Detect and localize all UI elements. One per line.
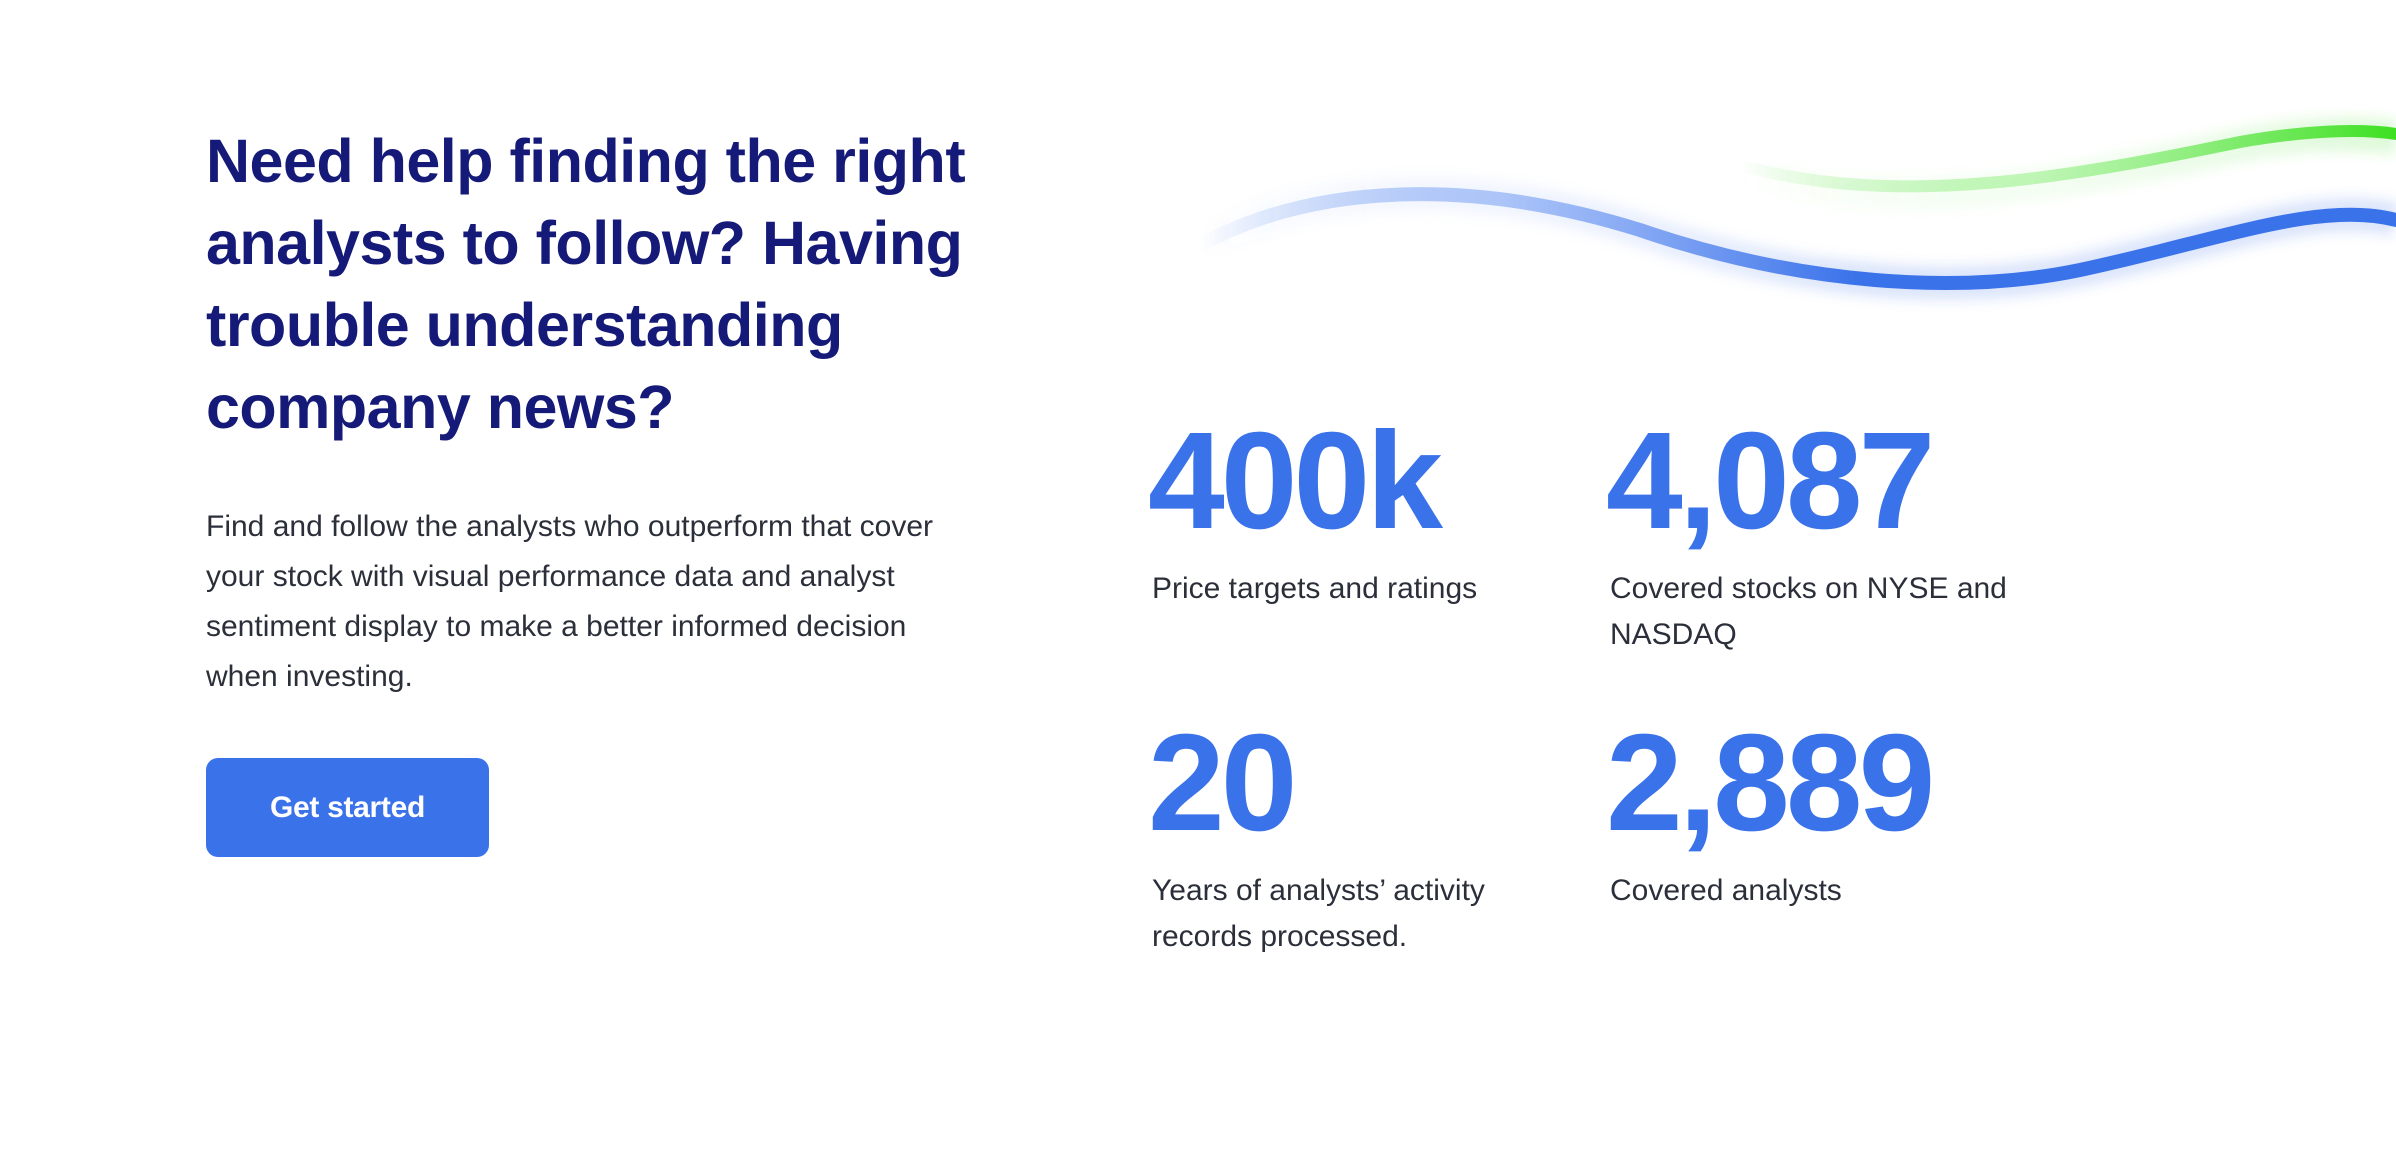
stats-grid: 400k Price targets and ratings 4,087 Cov… [1148,412,2152,964]
stat-label: Years of analysts’ activity records proc… [1152,874,1485,953]
stat-value: 400k [1148,404,1443,558]
stat-label: Covered analysts [1610,874,1842,907]
stat-value: 20 [1148,706,1298,860]
stat-value: 2,889 [1606,706,1935,860]
stat-price-targets: 400k Price targets and ratings [1148,412,1610,714]
decorative-waves [1191,117,2396,300]
stat-covered-analysts: 2,889 Covered analysts [1606,714,2030,964]
hero-headline: Need help finding the right analysts to … [206,127,966,441]
hero-description: Find and follow the analysts who outperf… [206,510,934,693]
stat-value: 4,087 [1606,404,1935,558]
stat-years-records: 20 Years of analysts’ activity records p… [1148,714,1610,964]
stat-label: Covered stocks on NYSE and NASDAQ [1610,572,2007,651]
hero-section: Need help finding the right analysts to … [206,120,986,857]
stat-covered-stocks: 4,087 Covered stocks on NYSE and NASDAQ [1606,412,2030,714]
blue-wave [1193,187,2396,290]
stat-label: Price targets and ratings [1152,572,1478,605]
green-wave [1734,125,2396,193]
get-started-button[interactable]: Get started [206,758,489,857]
